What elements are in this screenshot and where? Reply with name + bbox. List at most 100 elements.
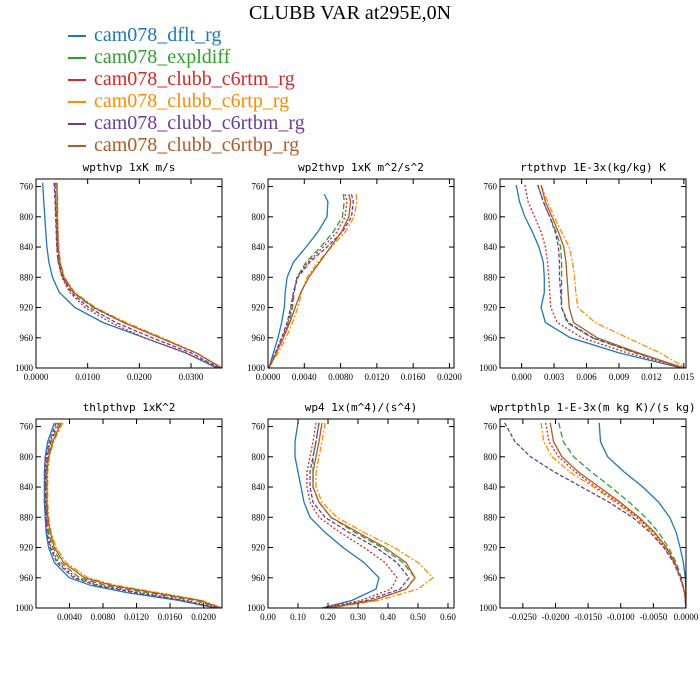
x-tick-label: -0.0050 — [639, 612, 667, 622]
x-tick-label: -0.0200 — [542, 612, 570, 622]
x-tick-label: 0.10 — [290, 612, 306, 622]
series-line — [294, 422, 380, 608]
legend-label: cam078_clubb_c6rtbp_rg — [94, 134, 300, 156]
y-tick-label: 1000 — [479, 363, 498, 373]
x-tick-label: 0.0200 — [127, 372, 152, 382]
series-line — [45, 422, 221, 608]
series-line — [309, 422, 410, 608]
y-tick-label: 920 — [20, 543, 34, 553]
y-tick-label: 960 — [20, 573, 34, 583]
subplot-title: thlpthvp 1xK^2 — [83, 401, 176, 414]
series-group — [268, 193, 358, 368]
series-line — [268, 193, 348, 368]
y-tick-label: 960 — [252, 333, 266, 343]
series-line — [44, 422, 219, 608]
y-tick-label: 760 — [252, 422, 266, 432]
series-line — [56, 182, 222, 368]
x-tick-label: 0.006 — [576, 372, 597, 382]
y-tick-label: 880 — [252, 272, 266, 282]
legend-swatch — [68, 79, 86, 81]
x-tick-label: 0.0000 — [24, 372, 49, 382]
subplot: wp2thvp 1xK m^2/s^2 760 800 840 880 920 960 100… — [247, 161, 462, 382]
x-tick-label: 0.40 — [380, 612, 396, 622]
page-title: CLUBB VAR at295E,0N — [248, 2, 452, 24]
x-tick-label: 0.0200 — [437, 372, 462, 382]
x-tick-label: 0.0040 — [57, 612, 82, 622]
y-tick-label: 800 — [484, 452, 498, 462]
y-tick-label: 800 — [20, 452, 34, 462]
series-line — [53, 182, 220, 368]
legend-swatch — [68, 145, 86, 147]
series-line — [56, 182, 222, 368]
series-line — [545, 422, 686, 608]
series-group — [42, 182, 222, 368]
y-tick-label: 880 — [484, 512, 498, 522]
x-tick-label: 0.003 — [544, 372, 565, 382]
x-tick-label: 0.0160 — [401, 372, 426, 382]
legend-item: cam078_clubb_c6rtp_rg — [68, 90, 305, 112]
x-tick-label: 0.0000 — [256, 372, 281, 382]
legend-label: cam078_dflt_rg — [94, 24, 222, 46]
series-line — [537, 184, 684, 368]
y-tick-label: 960 — [252, 573, 266, 583]
x-tick-label: 0.0080 — [328, 372, 353, 382]
subplot-title: rtpthvp 1E-3x(kg/kg) K — [520, 161, 666, 174]
series-line — [268, 194, 358, 368]
x-tick-label: 0.0160 — [158, 612, 183, 622]
x-tick-label: 0.00 — [260, 612, 276, 622]
legend-item: cam078_expldiff — [68, 46, 305, 68]
series-line — [268, 193, 352, 368]
y-tick-label: 920 — [484, 303, 498, 313]
plot-frame — [499, 418, 687, 609]
series-group — [504, 422, 686, 608]
y-tick-label: 800 — [20, 212, 34, 222]
x-tick-label: 0.0000 — [674, 612, 699, 622]
y-tick-label: 800 — [252, 212, 266, 222]
x-tick-label: 0.0100 — [75, 372, 100, 382]
x-tick-label: 0.000 — [512, 372, 533, 382]
series-line — [268, 193, 329, 368]
plot-frame — [35, 418, 223, 609]
x-tick-label: -0.0150 — [574, 612, 602, 622]
subplot: rtpthvp 1E-3x(kg/kg) K 760 800 840 880 920 960… — [479, 161, 694, 382]
series-line — [537, 184, 684, 368]
x-tick-label: 0.012 — [641, 372, 661, 382]
y-tick-label: 760 — [252, 182, 266, 192]
series-line — [54, 182, 220, 368]
series-line — [54, 182, 222, 368]
y-tick-label: 960 — [484, 573, 498, 583]
y-tick-label: 1000 — [15, 363, 34, 373]
legend-label: cam078_clubb_c6rtp_rg — [94, 90, 290, 112]
legend-swatch — [68, 35, 86, 37]
y-tick-label: 1000 — [247, 363, 266, 373]
x-tick-label: 0.015 — [674, 372, 695, 382]
legend-swatch — [68, 123, 86, 125]
subplot-title: wprtpthlp 1-E-3x(m kg K)/(s kg) — [490, 401, 695, 414]
y-tick-label: 800 — [484, 212, 498, 222]
series-line — [312, 422, 416, 608]
subplot: wp4 1x(m^4)/(s^4)76080084088092096010000… — [247, 401, 456, 622]
series-line — [47, 422, 222, 608]
series-group — [515, 184, 686, 368]
series-line — [504, 422, 686, 608]
y-tick-label: 960 — [20, 333, 34, 343]
x-tick-label: 0.009 — [609, 372, 630, 382]
plot-frame — [267, 418, 455, 609]
legend-label: cam078_expldiff — [94, 46, 231, 68]
y-tick-label: 840 — [20, 242, 34, 252]
y-tick-label: 920 — [252, 303, 266, 313]
subplot-title: wp2thvp 1xK m^2/s^2 — [298, 161, 424, 174]
x-tick-label: 0.60 — [440, 612, 456, 622]
x-tick-label: 0.0040 — [292, 372, 317, 382]
y-tick-label: 880 — [252, 512, 266, 522]
legend: cam078_dflt_rg cam078_expldiff cam078_cl… — [68, 24, 305, 156]
series-line — [43, 422, 217, 608]
x-tick-label: 0.0300 — [179, 372, 204, 382]
legend-label: cam078_clubb_c6rtbm_rg — [94, 112, 305, 134]
subplot-title: wp4 1x(m^4)/(s^4) — [305, 401, 418, 414]
legend-item: cam078_dflt_rg — [68, 24, 305, 46]
y-tick-label: 760 — [484, 422, 498, 432]
series-group — [43, 422, 222, 608]
series-line — [46, 422, 222, 608]
